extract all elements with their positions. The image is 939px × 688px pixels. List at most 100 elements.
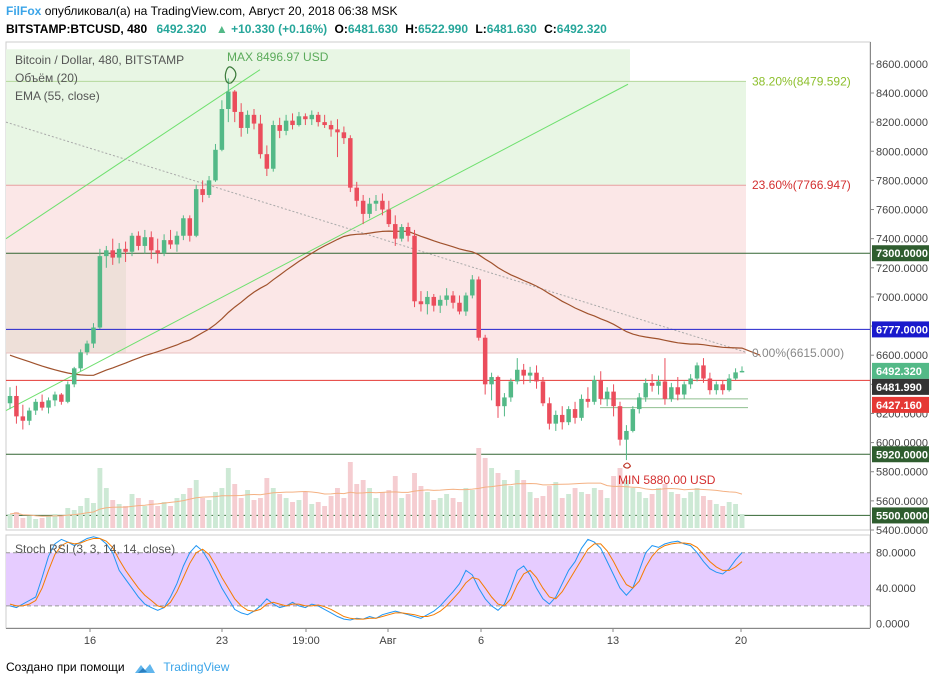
candle-body[interactable] [515, 369, 520, 382]
candle-body[interactable] [527, 372, 533, 376]
candle-body[interactable] [200, 189, 205, 195]
candle-body[interactable] [675, 387, 681, 395]
candle-body[interactable] [688, 378, 693, 385]
candle-body[interactable] [303, 116, 308, 120]
candle-body[interactable] [418, 301, 424, 305]
candle-body[interactable] [181, 218, 186, 236]
candle-body[interactable] [206, 180, 212, 195]
candle-body[interactable] [84, 343, 90, 353]
candle-body[interactable] [39, 401, 45, 408]
candle-body[interactable] [534, 372, 539, 382]
candle-body[interactable] [226, 91, 231, 110]
candle-body[interactable] [547, 403, 552, 424]
candle-body[interactable] [662, 381, 668, 399]
candle-body[interactable] [258, 123, 263, 155]
candle-body[interactable] [251, 114, 257, 124]
candle-body[interactable] [380, 200, 385, 210]
candle-body[interactable] [238, 111, 244, 128]
candle-body[interactable] [328, 125, 334, 130]
candle-body[interactable] [540, 381, 546, 404]
candle-body[interactable] [309, 114, 315, 120]
candle-body[interactable] [264, 154, 270, 169]
candle-body[interactable] [714, 384, 719, 391]
candle-body[interactable] [566, 409, 571, 423]
candle-body[interactable] [604, 391, 610, 399]
candle-body[interactable] [71, 368, 77, 385]
candle-body[interactable] [213, 149, 218, 181]
candle-body[interactable] [669, 387, 674, 399]
candle-body[interactable] [476, 279, 481, 338]
candle-body[interactable] [720, 384, 725, 391]
candle-body[interactable] [136, 235, 141, 246]
tradingview-link[interactable]: TradingView [163, 660, 230, 674]
candle-body[interactable] [155, 250, 160, 254]
candle-body[interactable] [611, 391, 616, 407]
candle-body[interactable] [553, 414, 559, 424]
candle-body[interactable] [97, 256, 103, 328]
candle-body[interactable] [335, 129, 340, 133]
candle-body[interactable] [322, 122, 327, 126]
candle-body[interactable] [129, 235, 135, 252]
candle-body[interactable] [579, 398, 584, 418]
candle-body[interactable] [399, 227, 404, 239]
candle-body[interactable] [463, 295, 469, 312]
candle-body[interactable] [437, 299, 443, 306]
candle-body[interactable] [78, 352, 83, 369]
candle-body[interactable] [733, 372, 738, 379]
candle-body[interactable] [726, 378, 732, 391]
candle-body[interactable] [245, 114, 250, 128]
candle-body[interactable] [232, 91, 237, 112]
candle-body[interactable] [360, 200, 366, 214]
candle-body[interactable] [168, 240, 173, 245]
candle-body[interactable] [643, 382, 648, 398]
candle-body[interactable] [656, 381, 661, 386]
candle-body[interactable] [649, 382, 655, 386]
candle-body[interactable] [110, 250, 115, 258]
candle-body[interactable] [315, 114, 321, 123]
candle-body[interactable] [367, 203, 372, 214]
candle-body[interactable] [681, 384, 687, 395]
candle-body[interactable] [450, 295, 456, 303]
candle-body[interactable] [405, 227, 411, 236]
candle-body[interactable] [27, 410, 32, 421]
price-pane[interactable] [5, 41, 871, 531]
candle-body[interactable] [193, 189, 199, 236]
candle-body[interactable] [559, 414, 565, 423]
candle-body[interactable] [585, 398, 591, 402]
candle-body[interactable] [521, 369, 526, 376]
candle-body[interactable] [701, 365, 706, 379]
candle-body[interactable] [489, 377, 494, 385]
candle-body[interactable] [495, 377, 501, 407]
candle-body[interactable] [630, 409, 636, 431]
candle-body[interactable] [637, 397, 642, 410]
candle-body[interactable] [425, 296, 430, 305]
candle-body[interactable] [598, 379, 603, 399]
candle-body[interactable] [161, 240, 167, 254]
author-link[interactable]: FilFox [6, 4, 42, 18]
candle-body[interactable] [174, 235, 180, 245]
candle-body[interactable] [277, 125, 282, 131]
candle-body[interactable] [142, 237, 148, 246]
candle-body[interactable] [482, 337, 488, 385]
candle-body[interactable] [104, 250, 109, 257]
candle-body[interactable] [123, 248, 128, 252]
candle-body[interactable] [219, 109, 225, 150]
candle-body[interactable] [502, 397, 507, 407]
candle-body[interactable] [290, 120, 295, 126]
candle-body[interactable] [354, 187, 359, 201]
candle-body[interactable] [65, 384, 71, 402]
candle-body[interactable] [431, 296, 437, 306]
candle-body[interactable] [283, 120, 289, 131]
candle-body[interactable] [617, 406, 623, 440]
candle-body[interactable] [33, 401, 38, 411]
candle-body[interactable] [386, 209, 392, 225]
candle-body[interactable] [91, 327, 96, 344]
candle-body[interactable] [572, 409, 578, 418]
candle-body[interactable] [7, 395, 13, 404]
candle-body[interactable] [52, 394, 58, 401]
candle-body[interactable] [444, 295, 449, 300]
candle-body[interactable] [46, 400, 51, 408]
candle-body[interactable] [187, 218, 193, 236]
candle-body[interactable] [14, 395, 19, 417]
